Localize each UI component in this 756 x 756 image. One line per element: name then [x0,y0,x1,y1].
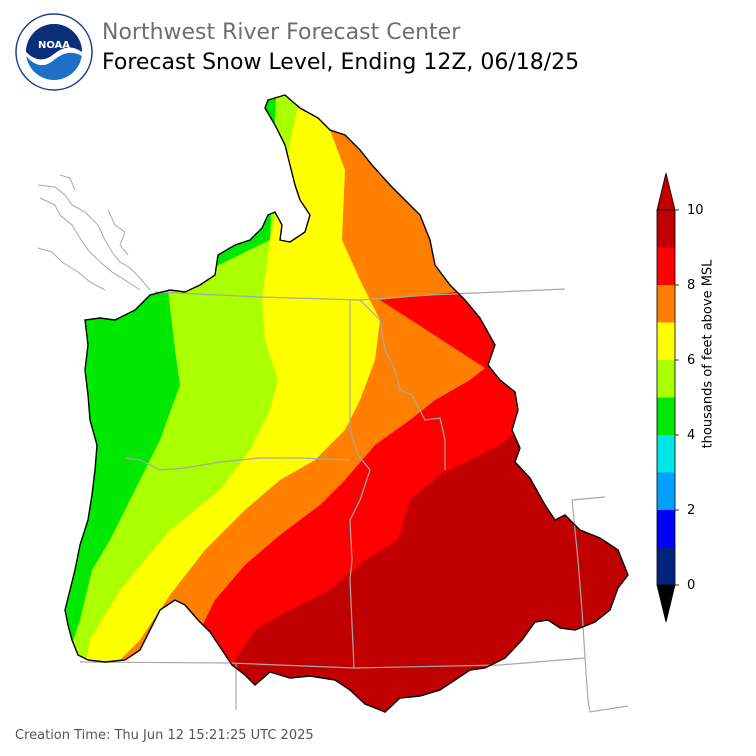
creation-time: Creation Time: Thu Jun 12 15:21:25 UTC 2… [15,728,314,743]
state-borders [79,288,629,713]
map-title: Forecast Snow Level, Ending 12Z, 06/18/2… [102,50,580,75]
legend-label: thousands of feet above MSL [700,259,716,449]
legend-tick-label: 0 [687,578,696,593]
basin-outline [64,94,629,713]
legend-tick-label: 10 [687,203,704,218]
legend-tick-label: 2 [687,503,696,518]
legend-tick-label: 8 [687,278,696,293]
coastline-outline [37,174,151,291]
legend-tick-label: 4 [687,428,696,443]
legend-tick-label: 6 [687,353,696,368]
noaa-logo: NOAA [15,13,93,91]
org-title: Northwest River Forecast Center [102,20,461,45]
logo-center-text: NOAA [38,40,70,51]
